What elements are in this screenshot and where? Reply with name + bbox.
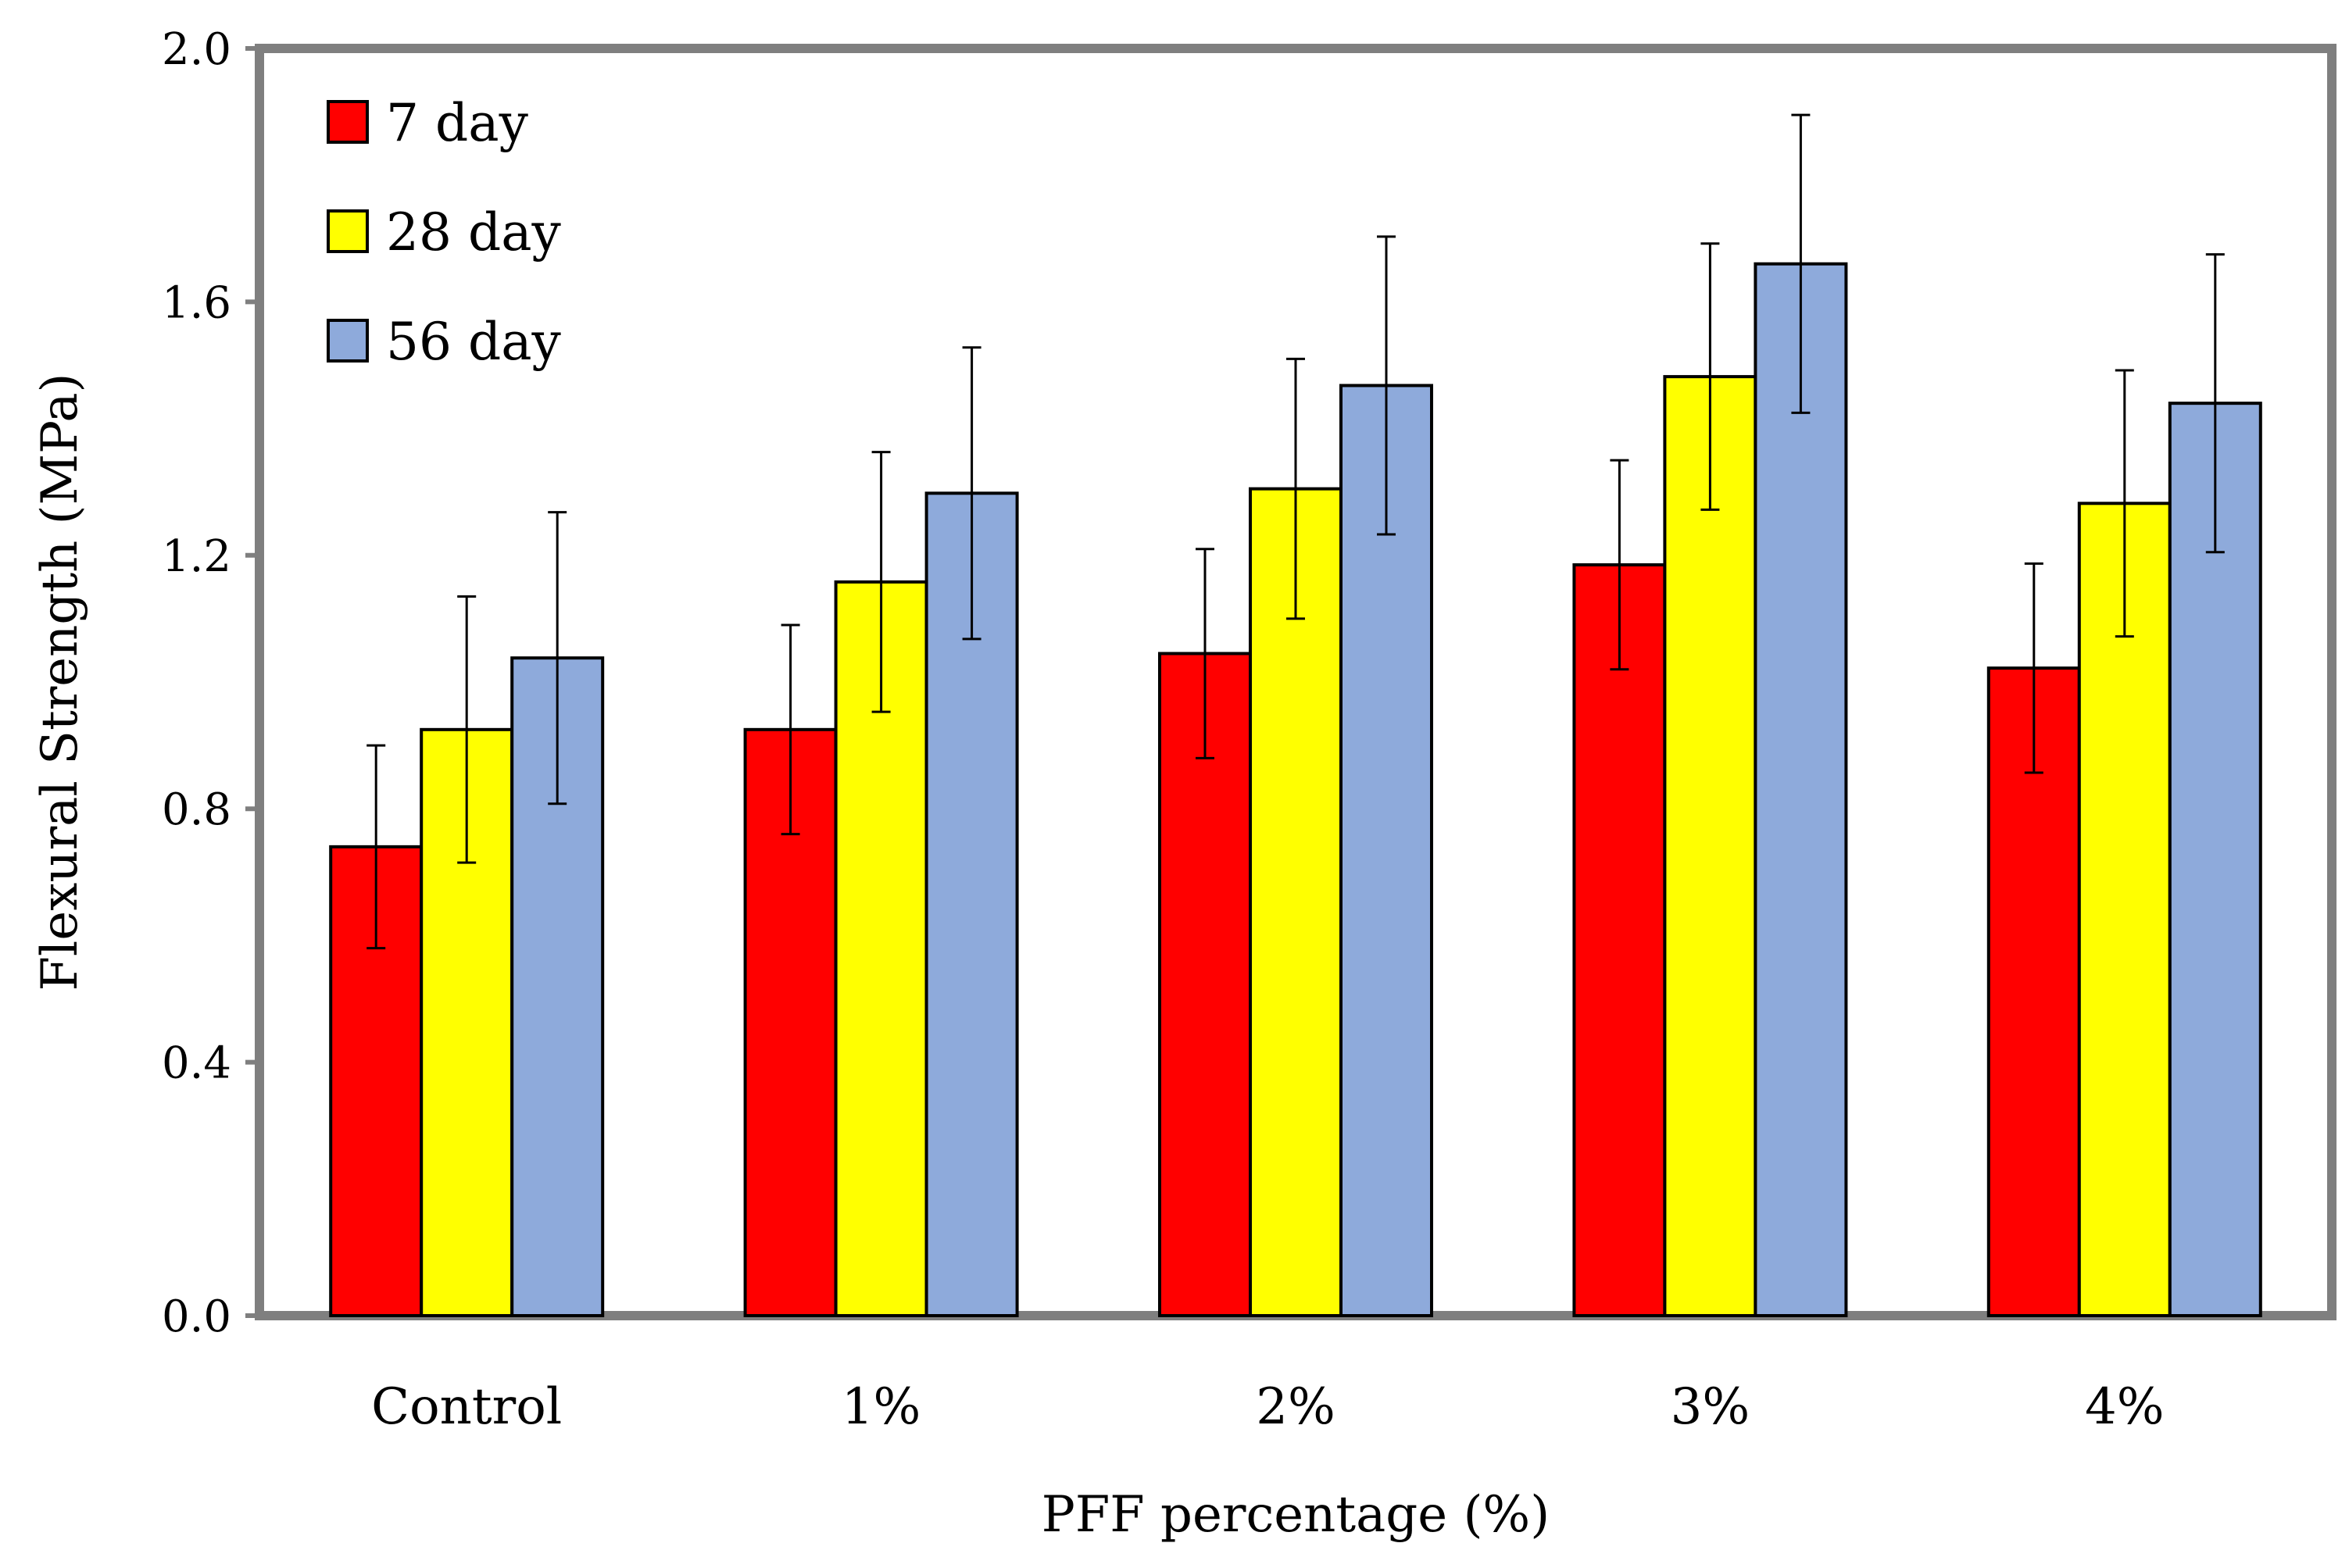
bar-7-day-2: [1158, 652, 1252, 1317]
legend-label: 28 day: [386, 202, 562, 263]
x-axis-title: PFF percentage (%): [1042, 1486, 1550, 1544]
x-category-label: 4%: [2085, 1378, 2165, 1436]
bar-56-day-2: [1339, 384, 1433, 1317]
bar-7-day-4: [1986, 666, 2081, 1317]
legend-label: 7 day: [386, 93, 529, 153]
legend: 7 day 28 day 56 day: [327, 93, 562, 372]
x-category-label: 2%: [1256, 1378, 1335, 1436]
error-bars-group: [366, 113, 2225, 950]
bar-28-day-2: [1249, 487, 1343, 1317]
y-tick-label: 0.4: [162, 1038, 231, 1089]
x-axis: Control 1% 2% 3% 4%: [371, 1378, 2164, 1436]
bar-7-day-3: [1572, 563, 1667, 1317]
x-category-label: 1%: [842, 1378, 921, 1436]
bar-56-day-4: [2168, 402, 2262, 1317]
bar-56-day-3: [1754, 262, 1848, 1317]
y-tick-label: 0.8: [162, 784, 231, 835]
legend-swatch-56-day: [327, 319, 369, 363]
legend-swatch-28-day: [327, 209, 369, 253]
y-tick-label: 2.0: [162, 24, 231, 75]
y-axis-title: Flexural Strength (MPa): [31, 373, 89, 991]
y-tick-label: 1.2: [162, 531, 231, 582]
y-tick-label: 1.6: [162, 277, 231, 328]
y-tick-label: 0.0: [162, 1291, 231, 1342]
x-category-label: 3%: [1671, 1378, 1750, 1436]
x-category-label: Control: [371, 1378, 562, 1436]
legend-swatch-7-day: [327, 100, 369, 144]
y-axis: 0.0 0.4 0.8 1.2 1.6 2.0: [162, 24, 259, 1342]
legend-label: 56 day: [386, 312, 562, 372]
bar-28-day-3: [1663, 375, 1757, 1317]
